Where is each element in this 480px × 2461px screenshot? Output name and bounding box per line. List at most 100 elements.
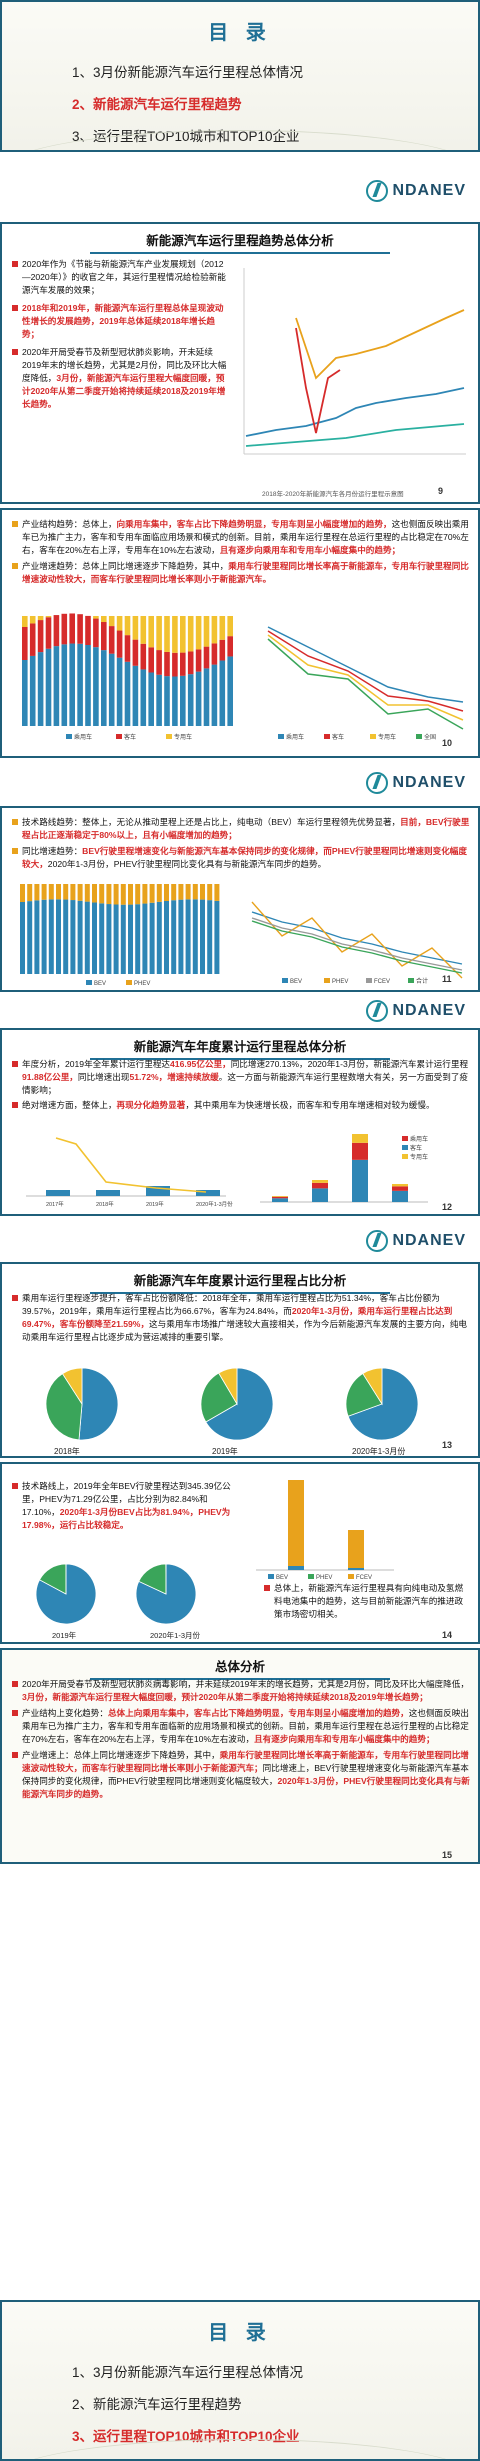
bar-segment-passenger	[227, 656, 233, 726]
highlight-text: 乘用车行驶里程同比增长率高于新能源车，专用车行驶里程同比增速波动性较大，而客车行…	[22, 1750, 469, 1773]
bar-segment-bev	[20, 902, 25, 974]
pie-slice	[345, 1372, 383, 1417]
bar-segment-bus	[85, 615, 91, 645]
legend-label: 客车	[124, 733, 136, 741]
category-label: 2020年1-3月份	[196, 1200, 233, 1208]
bar-segment-bus	[37, 620, 44, 653]
tech-growth-line-3	[251, 917, 463, 971]
bar-segment-phev	[214, 884, 220, 901]
toc-item-2[interactable]: 2、新能源汽车运行里程趋势	[72, 97, 242, 112]
legend-label: 乘用车	[74, 733, 92, 741]
highlight-text: 乘用车行驶里程同比增长率高于新能源车，专用车行驶里程同比增速波动性较大，而客车行…	[22, 561, 469, 584]
brand-name: NDANEV	[392, 1232, 466, 1249]
legend-swatch	[282, 978, 288, 983]
bar-segment-passenger	[148, 672, 154, 726]
bar-segment-passenger	[272, 1198, 288, 1202]
bar-segment-phev	[106, 884, 112, 905]
bullet-tech-growth: 同比增速趋势：BEV行驶里程增速变化与新能源汽车基本保持同步的变化规律，而PHE…	[12, 845, 472, 871]
legend-label: PHEV	[316, 1575, 332, 1581]
legend-swatch	[66, 734, 72, 739]
pie-slice	[362, 1367, 383, 1406]
toc-item-1[interactable]: 1、3月份新能源汽车运行里程总体情况	[72, 65, 304, 80]
bar-segment-bus	[211, 643, 218, 665]
legend-label: BEV	[94, 981, 106, 987]
bar-segment-special	[312, 1180, 328, 1183]
page-number: 9	[438, 486, 444, 496]
bar-segment-passenger	[124, 661, 131, 726]
bar-segment-bev	[41, 899, 47, 974]
text: 2020年开局受春节及新型冠状肺炎病毒影响，并未延续2019年末的增长趋势，尤其…	[22, 1679, 469, 1689]
legend-swatch	[416, 734, 422, 739]
text: 技术路线趋势：整体上，无论从推动里程上还是占比上，纯电动（BEV）车运行里程领先…	[22, 817, 401, 827]
page-number: 12	[442, 1202, 453, 1212]
bullet-summary-1: 2020年开局受春节及新型冠状肺炎病毒影响，并未延续2019年末的增长趋势，尤其…	[12, 1678, 472, 1704]
bar-segment-special	[392, 1184, 408, 1187]
bullet-summary: 总体上，新能源汽车运行里程具有向纯电动及氢燃料电池集中的趋势，这与目前新能源汽车…	[264, 1582, 464, 1621]
category-label: 2017年	[46, 1200, 64, 1208]
brand-logo-icon	[366, 1000, 389, 1022]
legend-swatch	[86, 980, 92, 985]
toc-item-2[interactable]: 2、新能源汽车运行里程趋势	[72, 2397, 242, 2412]
brand-logo-icon	[366, 772, 389, 794]
bar-segment-special	[219, 616, 226, 640]
highlight-text: 91.88亿公里，	[22, 1072, 78, 1082]
pie-slice	[218, 1367, 238, 1406]
bullet-annual: 年度分析，2019年全年累计运行里程达416.95亿公里，同比增速270.13%…	[12, 1058, 472, 1097]
bar-bev	[288, 1480, 304, 1570]
bar-segment-phev	[200, 884, 205, 900]
bar-segment-bev	[27, 901, 33, 974]
slide-title: 新能源汽车运行里程趋势总体分析	[2, 230, 478, 254]
growth-line-1	[267, 626, 464, 703]
bar-segment-phev	[99, 884, 105, 904]
bar-segment-bus	[164, 651, 170, 677]
bar-segment-passenger	[187, 674, 194, 726]
bar-segment-special	[29, 616, 36, 624]
bar-segment-phev	[142, 884, 148, 904]
bar-segment-bus	[148, 647, 154, 673]
bar-segment-bev	[207, 900, 213, 974]
bullet-text-highlight: 2018年和2019年，新能源汽车运行里程总体呈现波动性增长的发展趋势，2019…	[12, 302, 230, 341]
bar-segment-passenger	[392, 1190, 408, 1202]
highlight-text: 3月份，新能源汽车运行里程大幅度回暖，预计2020年从第二季度开始将持续延续20…	[22, 373, 226, 409]
legend-label: 客车	[332, 733, 344, 741]
bar-segment-bus	[203, 646, 210, 669]
bar-segment-bev	[113, 904, 119, 974]
bar-segment-phev	[164, 884, 169, 901]
toc-slide-2: 目 录 1、3月份新能源汽车运行里程总体情况 2、新能源汽车运行里程趋势 3、运…	[0, 2300, 480, 2461]
bar-segment-bev	[200, 899, 205, 974]
decorative-wave	[2, 130, 478, 150]
monthly-mileage-chart	[243, 268, 466, 455]
bar-segment-phev	[185, 884, 191, 900]
highlight-text: 2020年1-3月份BEV占比为81.94%，PHEV为17.98%，运行占比较…	[22, 1507, 231, 1530]
highlight-text: 且有逐步向乘用车和专用车小幅度集中的趋势；	[254, 1734, 435, 1744]
bar-segment-special	[140, 616, 147, 644]
toc-item-1[interactable]: 1、3月份新能源汽车运行里程总体情况	[72, 2365, 304, 2380]
bar-segment-bev	[106, 904, 112, 974]
bar-segment-bus	[132, 639, 139, 666]
bar-segment-phev	[128, 884, 133, 905]
bar-segment-bev	[156, 901, 162, 974]
annual-bar	[96, 1190, 120, 1196]
text: ，其中乘用车为快速增长极，而客车和专用车增速相对较为缓慢。	[185, 1100, 435, 1110]
bar-segment-bus	[53, 615, 60, 647]
legend-label: PHEV	[134, 981, 150, 987]
bar-segment-phev	[27, 884, 33, 902]
bar-phev	[348, 1568, 364, 1570]
bar-segment-bus	[352, 1142, 368, 1160]
legend-swatch	[366, 978, 372, 983]
legend-label: PHEV	[332, 979, 348, 985]
annual-growth-chart: 2017年 2018年 2019年 2020年1-3月份	[26, 1137, 233, 1208]
bar-segment-bus	[45, 617, 52, 649]
text: 同比增速出现	[77, 1072, 130, 1082]
highlight-text: BEV行驶里程增速变化与新能源汽车基本保持同步的变化规律，而PHEV行驶里程同比…	[22, 846, 467, 869]
series-line-2	[295, 309, 465, 380]
legend-label: FCEV	[356, 1575, 372, 1581]
bar-segment-passenger	[172, 676, 178, 726]
toc-slide-1: 目 录 1、3月份新能源汽车运行里程总体情况 2、新能源汽车运行里程趋势 3、运…	[0, 0, 480, 152]
bar-segment-bev	[48, 899, 54, 974]
bar-segment-special	[108, 616, 115, 627]
bar-segment-passenger	[77, 643, 83, 726]
text: 同比增速上，BEV行驶里程增速变化与新能源汽车基本保持同步的变化规律，而PHEV…	[22, 1763, 469, 1786]
legend-swatch	[166, 734, 172, 739]
